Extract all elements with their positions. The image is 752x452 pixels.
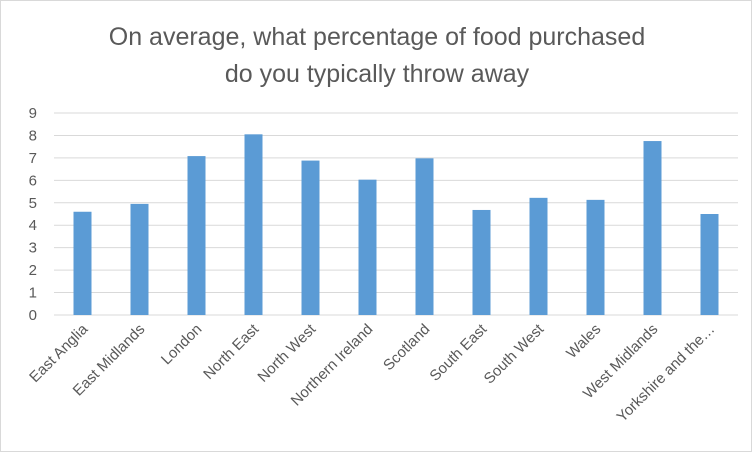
bar <box>700 214 719 315</box>
x-category-label: London <box>158 321 205 368</box>
bar <box>586 199 605 315</box>
bar <box>187 156 206 315</box>
y-tick-label: 6 <box>29 172 37 189</box>
y-tick-label: 0 <box>29 307 37 324</box>
x-category-label: Scotland <box>380 321 433 374</box>
x-category-label: South West <box>481 320 548 387</box>
bar <box>358 179 377 315</box>
gridlines <box>54 112 738 316</box>
chart-title-line-2: do you typically throw away <box>225 60 530 88</box>
y-tick-label: 1 <box>29 285 37 302</box>
bar <box>301 160 320 315</box>
bar <box>643 141 662 315</box>
y-tick-label: 5 <box>29 195 37 212</box>
y-tick-label: 8 <box>29 127 37 144</box>
bar <box>415 158 434 315</box>
bars <box>73 134 719 315</box>
y-tick-label: 3 <box>29 240 37 257</box>
x-category-label: Wales <box>563 321 604 362</box>
chart-title-line-1: On average, what percentage of food purc… <box>109 23 645 51</box>
bar <box>529 197 548 315</box>
bar <box>73 211 92 315</box>
y-tick-label: 4 <box>29 217 37 234</box>
bar <box>244 134 263 315</box>
bar <box>130 203 149 315</box>
y-tick-label: 2 <box>29 262 37 279</box>
y-axis-tick-labels: 0 1 2 3 4 5 6 7 8 9 <box>29 105 37 324</box>
y-tick-label: 9 <box>29 105 37 122</box>
bar <box>472 209 491 315</box>
y-tick-label: 7 <box>29 150 37 167</box>
x-category-label: Yorkshire and the… <box>614 321 719 426</box>
